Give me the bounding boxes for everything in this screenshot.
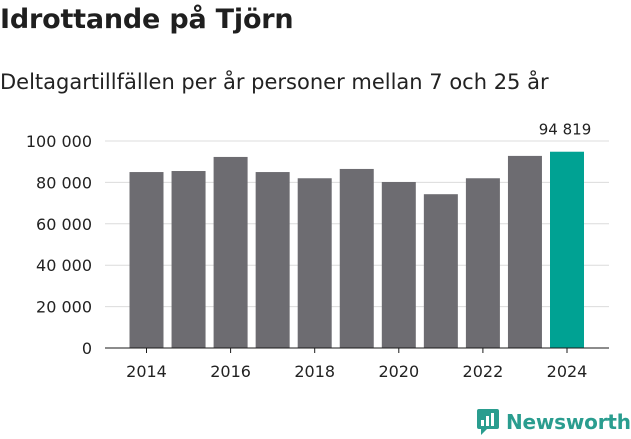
y-tick-label: 100 000 bbox=[26, 132, 92, 151]
y-tick-label: 40 000 bbox=[36, 256, 92, 275]
bar-2020 bbox=[381, 181, 416, 348]
axes bbox=[105, 347, 609, 353]
bar-2018 bbox=[297, 178, 332, 348]
bar-2022 bbox=[465, 178, 500, 348]
bar-2016 bbox=[213, 156, 248, 348]
bars bbox=[129, 151, 584, 348]
x-tick-label: 2022 bbox=[463, 362, 504, 381]
y-tick-label: 60 000 bbox=[36, 215, 92, 234]
chart-title: Idrottande på Tjörn bbox=[0, 4, 294, 35]
data-label-highlight: 94 819 bbox=[539, 121, 592, 139]
x-tick-label: 2018 bbox=[294, 362, 335, 381]
brand-name: Newsworthy bbox=[506, 410, 631, 434]
newsworthy-logo-icon bbox=[477, 409, 499, 435]
bar-2019 bbox=[339, 168, 374, 348]
newsworthy-brand: Newsworthy bbox=[476, 407, 631, 437]
bar-2023 bbox=[507, 155, 542, 348]
y-tick-label: 80 000 bbox=[36, 173, 92, 192]
bar-2014 bbox=[129, 172, 164, 348]
labels: 0 20 000 40 000 60 000 80 000 100 000 2014 2016… bbox=[26, 121, 591, 381]
x-tick-label: 2014 bbox=[126, 362, 167, 381]
x-tick-label: 2024 bbox=[547, 362, 588, 381]
bar-2021 bbox=[423, 194, 458, 348]
y-tick-label: 0 bbox=[82, 339, 92, 358]
bar-2024 bbox=[550, 151, 584, 348]
x-tick-label: 2020 bbox=[378, 362, 419, 381]
y-tick-label: 20 000 bbox=[36, 298, 92, 317]
x-tick-label: 2016 bbox=[210, 362, 251, 381]
bar-2015 bbox=[171, 171, 206, 348]
bar-2017 bbox=[255, 172, 290, 348]
chart-subtitle: Deltagartillfällen per år personer mella… bbox=[0, 70, 549, 94]
